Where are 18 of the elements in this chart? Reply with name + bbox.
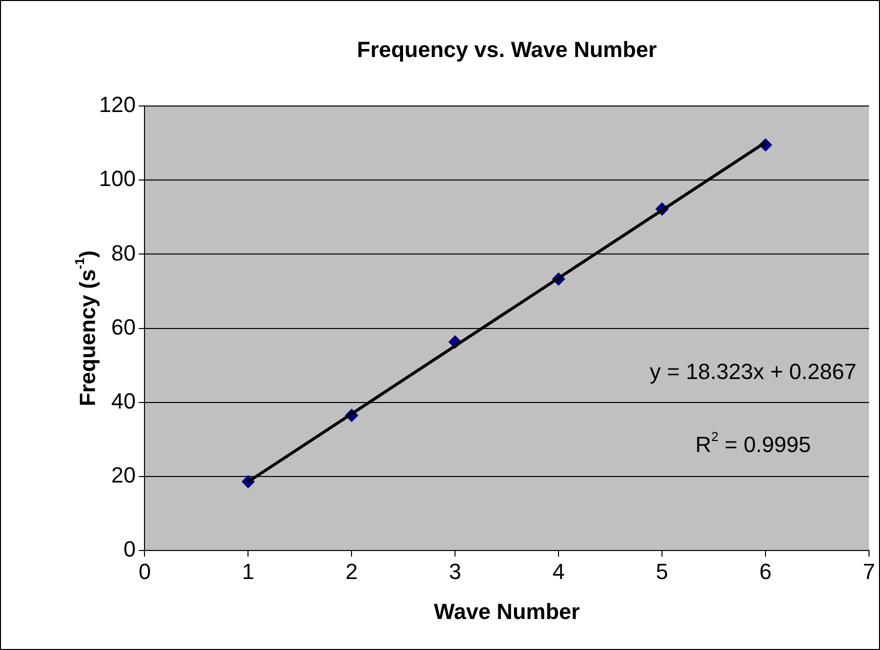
y-tick-label: 80: [111, 240, 136, 266]
x-tick-label: 3: [448, 558, 462, 584]
y-tick-label: 120: [98, 92, 136, 118]
y-axis-title: Frequency (s-1): [72, 250, 100, 406]
x-tick-label: 2: [346, 558, 358, 584]
x-tick-label: 7: [862, 558, 876, 584]
x-tick-label: 4: [552, 558, 565, 584]
x-tick-label: 5: [656, 558, 668, 584]
y-tick-label: 60: [111, 314, 136, 340]
y-tick-label: 40: [111, 388, 136, 414]
chart-title: Frequency vs. Wave Number: [356, 37, 658, 62]
annotation: y = 18.323x + 0.2867: [650, 358, 856, 384]
y-tick-label: 0: [123, 536, 136, 562]
x-tick-label: 1: [242, 558, 254, 584]
x-axis-title: Wave Number: [434, 599, 580, 624]
y-tick-label: 100: [98, 166, 136, 192]
x-tick-label: 6: [759, 558, 772, 584]
y-tick-label: 20: [111, 462, 136, 488]
